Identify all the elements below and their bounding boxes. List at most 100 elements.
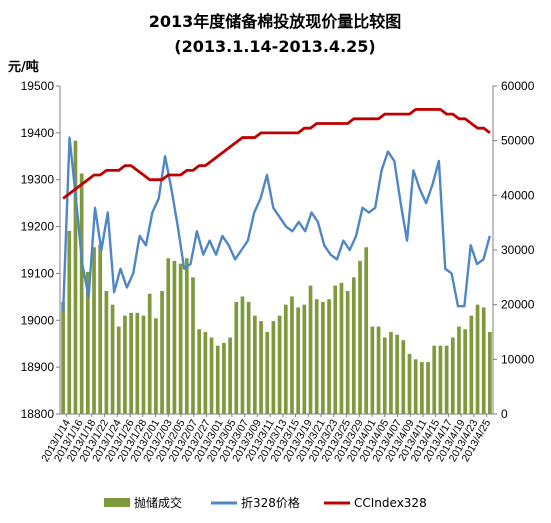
right-tick-label: 50000: [501, 134, 535, 148]
bar: [98, 244, 103, 414]
bar: [407, 353, 412, 414]
bar: [110, 304, 115, 414]
bar: [85, 271, 90, 414]
bar: [67, 230, 72, 414]
bar: [457, 326, 461, 414]
bar: [314, 299, 319, 414]
legend-label-ccindex: CCIndex328: [354, 496, 427, 510]
bar: [327, 299, 331, 414]
left-tick-label: 19100: [21, 266, 55, 280]
bar: [209, 337, 214, 414]
bar: [389, 332, 393, 414]
bar: [79, 173, 84, 414]
left-tick-label: 18800: [21, 407, 55, 421]
bar: [61, 301, 65, 414]
line-series-group: [61, 108, 491, 311]
right-tick-label: 30000: [501, 243, 535, 257]
bar: [481, 307, 486, 414]
bar: [141, 315, 146, 414]
bar: [450, 337, 455, 414]
bar: [228, 337, 232, 414]
chart-subtitle: (2013.1.14-2013.4.25): [174, 37, 375, 56]
bar: [370, 326, 375, 414]
bar: [413, 359, 418, 414]
bar: [246, 301, 251, 414]
bar: [116, 326, 121, 414]
bar-series-group: [61, 140, 492, 415]
bar: [382, 337, 387, 414]
bar: [420, 362, 424, 414]
bar: [351, 277, 356, 414]
bar: [364, 247, 369, 414]
left-tick-label: 19500: [21, 79, 55, 93]
bar: [129, 312, 133, 414]
bar: [197, 329, 202, 414]
chart-title: 2013年度储备棉投放现价量比较图: [149, 12, 402, 31]
bar: [234, 301, 239, 414]
bar: [215, 345, 220, 414]
bar: [92, 247, 96, 414]
bar: [178, 263, 183, 414]
bar: [333, 285, 338, 414]
right-tick-label: 0: [501, 407, 508, 421]
bar: [308, 285, 313, 414]
bar: [166, 258, 171, 414]
bar: [252, 315, 257, 414]
bar: [469, 315, 474, 414]
left-tick-label: 19200: [21, 220, 55, 234]
right-tick-label: 20000: [501, 298, 535, 312]
left-axis-unit: 元/吨: [8, 59, 39, 75]
bar: [73, 140, 78, 415]
legend: 抛储成交 折328价格 CCIndex328: [104, 495, 427, 510]
bar: [135, 312, 140, 414]
bar: [222, 342, 226, 414]
bar: [475, 304, 480, 414]
bar: [432, 345, 437, 414]
bar: [345, 291, 350, 414]
bar: [321, 301, 325, 414]
bar: [240, 296, 245, 414]
bar: [203, 332, 208, 414]
bar: [283, 304, 288, 414]
bar: [488, 332, 492, 414]
bar: [160, 291, 164, 414]
bar: [271, 321, 276, 414]
bar: [463, 329, 468, 414]
price-328-line: [61, 136, 491, 311]
bar: [296, 307, 300, 414]
left-tick-label: 18900: [21, 360, 55, 374]
bar: [265, 332, 270, 414]
bar: [376, 326, 381, 414]
bar: [290, 296, 294, 414]
bar: [172, 260, 177, 414]
left-tick-label: 19300: [21, 173, 55, 187]
bar: [438, 345, 443, 414]
bar: [444, 345, 449, 414]
bar: [123, 315, 127, 414]
axes: 18800 18900 19000 19100 19200 19300 19400 19500…: [21, 79, 535, 421]
bar: [184, 258, 189, 414]
bar: [302, 304, 307, 414]
bar: [154, 318, 158, 414]
right-tick-label: 60000: [501, 79, 535, 93]
ccindex-328-line: [62, 108, 491, 200]
bar: [104, 291, 109, 414]
bar: [426, 362, 430, 414]
left-tick-label: 19400: [21, 126, 55, 140]
left-tick-label: 19000: [21, 313, 55, 327]
x-tick-labels: 2013/1/142013/1/162013/1/182013/1/222013…: [39, 414, 493, 464]
bar: [277, 315, 282, 414]
bar: [395, 334, 399, 414]
right-tick-label: 10000: [501, 352, 535, 366]
bar: [358, 260, 362, 414]
bar: [339, 282, 344, 414]
legend-swatch-bars: [104, 498, 130, 507]
bar: [191, 277, 195, 414]
bar: [401, 340, 406, 414]
right-tick-label: 40000: [501, 188, 535, 202]
legend-label-price: 折328价格: [241, 495, 300, 510]
legend-label-bars: 抛储成交: [134, 495, 182, 510]
bar: [259, 321, 263, 414]
bar: [147, 293, 152, 414]
